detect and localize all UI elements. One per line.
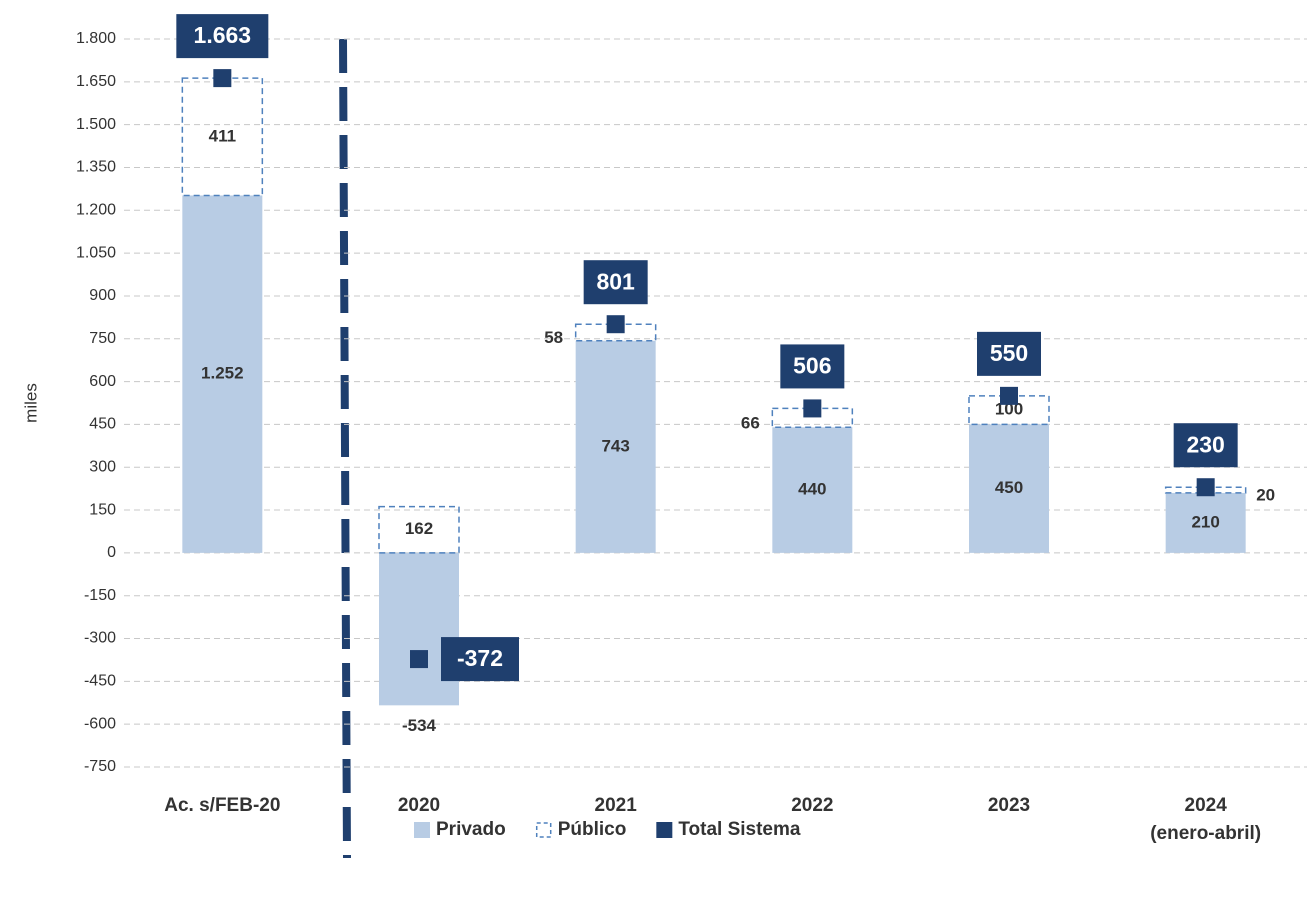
- y-tick-label: -450: [84, 673, 116, 690]
- y-tick-label: 150: [89, 501, 116, 518]
- y-axis-title: miles: [21, 383, 40, 423]
- y-tick-label: 450: [89, 416, 116, 433]
- bar-label: 1.252: [201, 364, 244, 383]
- bar: [575, 340, 656, 553]
- y-tick-label: 1.350: [76, 159, 116, 176]
- bar: [378, 505, 460, 554]
- marker: [1196, 478, 1215, 497]
- legend-swatch: [535, 822, 552, 838]
- total-label: 230: [1186, 431, 1224, 457]
- y-tick-label: 1.800: [76, 30, 116, 47]
- y-tick-label: 1.050: [76, 244, 116, 261]
- y-tick-label: -150: [84, 587, 116, 604]
- bar-label: 440: [798, 480, 826, 499]
- bar-label: 58: [544, 328, 563, 347]
- marker: [410, 650, 428, 669]
- x-tick-line: 2022: [791, 795, 833, 816]
- bar-label: 210: [1191, 512, 1219, 531]
- x-tick-label: 2021: [595, 795, 638, 816]
- x-tick-label: 2024 (enero-abril): [1150, 795, 1261, 844]
- divider: [339, 38, 351, 859]
- total-label-box: [1173, 423, 1238, 468]
- y-tick-label: 1.500: [76, 116, 116, 133]
- legend-label: Total Sistema: [678, 819, 801, 840]
- y-tick-label: -300: [84, 630, 116, 647]
- y-tick-label: 1.650: [76, 73, 116, 90]
- total-label: 550: [990, 340, 1028, 366]
- legend-swatch: [656, 822, 673, 838]
- bar: [379, 552, 459, 706]
- x-tick-label: 2022: [791, 795, 833, 816]
- y-tick-label: 0: [107, 544, 116, 561]
- bar-label: -534: [402, 716, 437, 735]
- grid: [124, 38, 1307, 768]
- total-label-box: [176, 14, 269, 59]
- legend-label: Privado: [436, 819, 506, 840]
- y-tick-label: 900: [89, 287, 116, 304]
- legend-swatch: [414, 822, 430, 838]
- y-tick-label: 1.200: [76, 202, 116, 219]
- bar: [1165, 492, 1246, 553]
- total-label: 801: [596, 268, 635, 294]
- total-label: 1.663: [194, 22, 252, 48]
- legend-label: Público: [558, 819, 627, 840]
- x-tick-label: Ac. s/FEB-20: [164, 795, 280, 816]
- x-tick-line: 2021: [595, 795, 638, 816]
- total-label-box: [583, 260, 648, 305]
- bar-label: 66: [741, 413, 760, 432]
- x-tick-line: (enero-abril): [1150, 823, 1261, 844]
- y-tick-label: 750: [89, 330, 116, 347]
- x-tick-label: 2020: [398, 795, 440, 816]
- total-label: -372: [457, 645, 503, 671]
- bar-label: 411: [209, 126, 236, 145]
- bar-label: 743: [601, 436, 629, 455]
- bar: [969, 424, 1049, 553]
- marker: [606, 315, 625, 334]
- y-tick-label: -600: [84, 715, 116, 732]
- total-label: 506: [793, 353, 831, 379]
- total-label-box: [977, 331, 1041, 376]
- x-tick-line: Ac. s/FEB-20: [164, 795, 280, 816]
- bar-label: 450: [995, 478, 1023, 497]
- x-tick-label: 2023: [988, 795, 1030, 816]
- x-tick-line: 2023: [988, 795, 1030, 816]
- x-tick-line: 2024: [1185, 795, 1228, 816]
- y-tick-label: -750: [84, 758, 116, 775]
- y-tick-label: 600: [89, 373, 116, 390]
- y-tick-label: 300: [89, 458, 116, 475]
- marker: [1000, 386, 1018, 405]
- marker: [803, 399, 822, 418]
- bar-label: 20: [1256, 486, 1275, 505]
- total-label-box: [441, 637, 519, 682]
- bar: [182, 195, 263, 553]
- total-label-box: [780, 344, 845, 389]
- x-tick-line: 2020: [398, 795, 440, 816]
- bar-label: 162: [405, 519, 433, 538]
- bar: [772, 427, 853, 553]
- marker: [213, 69, 232, 88]
